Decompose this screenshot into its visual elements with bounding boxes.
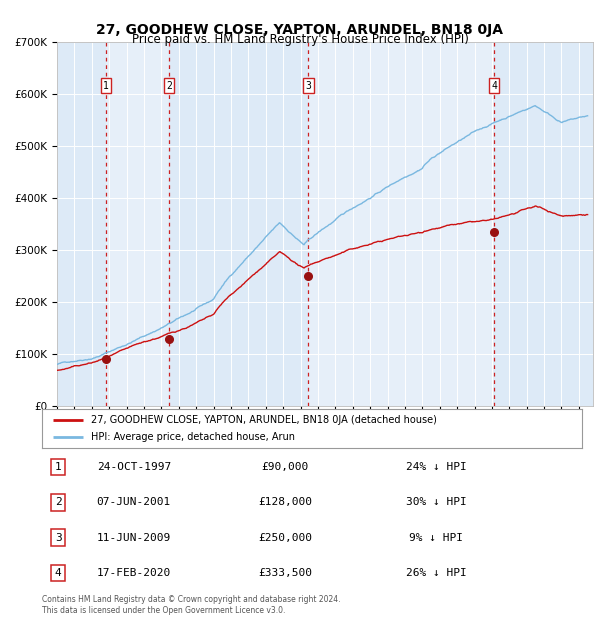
Text: 4: 4 [55,568,62,578]
Text: 30% ↓ HPI: 30% ↓ HPI [406,497,467,507]
Text: 07-JUN-2001: 07-JUN-2001 [97,497,171,507]
Text: 1: 1 [55,462,62,472]
Bar [106,42,169,406]
Text: 26% ↓ HPI: 26% ↓ HPI [406,568,467,578]
Text: Contains HM Land Registry data © Crown copyright and database right 2024.
This d: Contains HM Land Registry data © Crown c… [42,595,341,614]
Text: 3: 3 [305,81,311,91]
Bar [308,42,494,406]
Text: £333,500: £333,500 [258,568,312,578]
Text: £90,000: £90,000 [262,462,308,472]
Text: 1: 1 [103,81,109,91]
Text: 27, GOODHEW CLOSE, YAPTON, ARUNDEL, BN18 0JA (detached house): 27, GOODHEW CLOSE, YAPTON, ARUNDEL, BN18… [91,415,436,425]
Text: Price paid vs. HM Land Registry's House Price Index (HPI): Price paid vs. HM Land Registry's House … [131,33,469,46]
Text: 4: 4 [491,81,497,91]
Text: £128,000: £128,000 [258,497,312,507]
Bar [57,42,106,406]
Text: HPI: Average price, detached house, Arun: HPI: Average price, detached house, Arun [91,433,295,443]
Text: 17-FEB-2020: 17-FEB-2020 [97,568,171,578]
Text: 2: 2 [55,497,62,507]
Bar [494,42,593,406]
Text: 3: 3 [55,533,62,542]
Text: £250,000: £250,000 [258,533,312,542]
Text: 24% ↓ HPI: 24% ↓ HPI [406,462,467,472]
Text: 27, GOODHEW CLOSE, YAPTON, ARUNDEL, BN18 0JA: 27, GOODHEW CLOSE, YAPTON, ARUNDEL, BN18… [97,23,503,37]
Bar [169,42,308,406]
Text: 11-JUN-2009: 11-JUN-2009 [97,533,171,542]
Text: 2: 2 [166,81,172,91]
Text: 24-OCT-1997: 24-OCT-1997 [97,462,171,472]
Text: 9% ↓ HPI: 9% ↓ HPI [409,533,463,542]
